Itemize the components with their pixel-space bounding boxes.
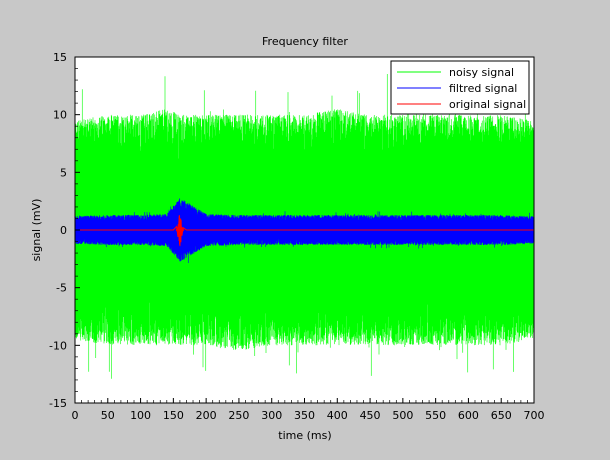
axes-layer: 0 50 100 150 200 250 300 350 400 450 500 550 600 650 7… [49, 51, 544, 422]
x-tick-label: 300 [261, 409, 282, 422]
x-axis-label: time (ms) [278, 429, 331, 442]
x-tick-label: 450 [360, 409, 381, 422]
x-tick-label: 700 [524, 409, 545, 422]
x-tick-label: 200 [196, 409, 217, 422]
y-tick-label: -10 [49, 339, 67, 352]
legend-label: original signal [449, 98, 526, 111]
x-tick-label: 100 [130, 409, 151, 422]
x-tick-label: 650 [491, 409, 512, 422]
y-tick-label: -15 [49, 397, 67, 410]
x-tick-label: 400 [327, 409, 348, 422]
y-axis-label: signal (mV) [30, 199, 43, 262]
x-tick-label: 250 [228, 409, 249, 422]
y-tick-label: 0 [60, 224, 67, 237]
original-signal-burst [175, 215, 185, 245]
series-original-signal [75, 215, 534, 247]
x-tick-label: 0 [72, 409, 79, 422]
series-trace [75, 216, 534, 247]
x-tick-label: 50 [101, 409, 115, 422]
y-tick-label: 5 [60, 166, 67, 179]
x-tick-label: 500 [392, 409, 413, 422]
x-tick-label: 350 [294, 409, 315, 422]
legend-label: noisy signal [449, 66, 514, 79]
series-layer [75, 69, 534, 379]
legend-label: filtred signal [449, 82, 517, 95]
y-tick-label: -5 [56, 282, 67, 295]
x-tick-label: 550 [425, 409, 446, 422]
chart-title: Frequency filter [262, 35, 348, 48]
x-tick-label: 600 [458, 409, 479, 422]
y-tick-label: 15 [53, 51, 67, 64]
x-tick-label: 150 [163, 409, 184, 422]
legend: noisy signal filtred signal original signa… [390, 60, 530, 115]
y-tick-label: 10 [53, 109, 67, 122]
